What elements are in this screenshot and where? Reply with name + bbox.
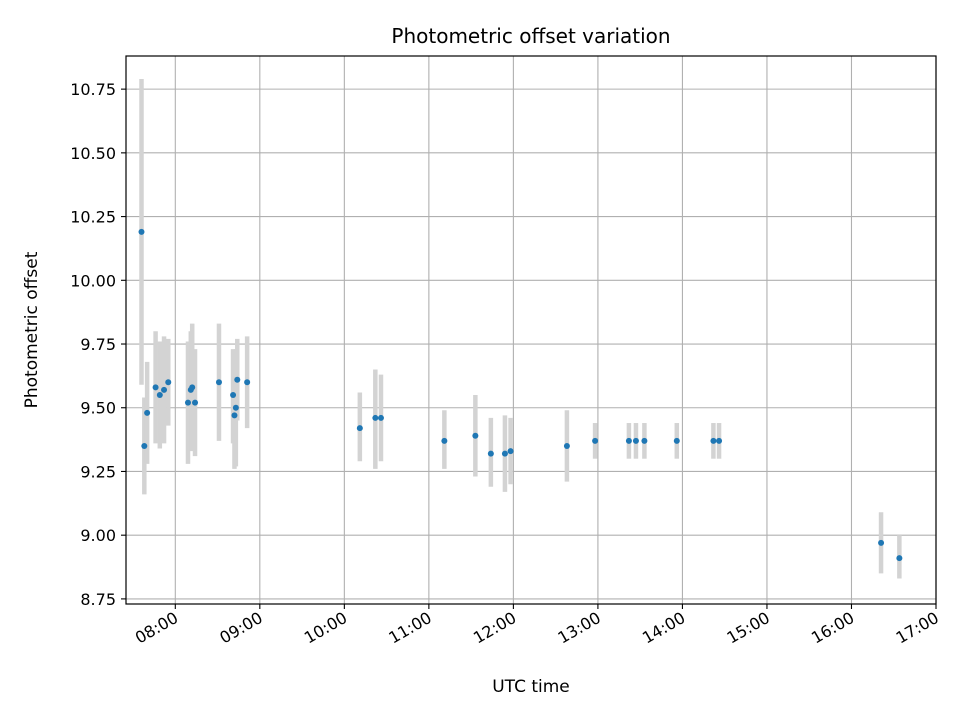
data-point xyxy=(244,379,251,386)
data-point xyxy=(161,386,168,393)
data-point xyxy=(632,437,639,444)
data-point xyxy=(152,384,159,391)
data-point xyxy=(487,450,494,457)
x-axis-label: UTC time xyxy=(492,677,570,697)
data-point xyxy=(189,384,196,391)
data-point xyxy=(165,379,172,386)
y-axis-label: Photometric offset xyxy=(22,251,42,408)
data-point xyxy=(625,437,632,444)
data-point xyxy=(716,437,723,444)
data-point xyxy=(231,412,238,419)
y-tick-label: 8.75 xyxy=(80,590,116,609)
data-point xyxy=(472,432,479,439)
data-point xyxy=(878,539,885,546)
data-point xyxy=(184,399,191,406)
plot-frame xyxy=(125,55,937,605)
y-tick-label: 9.50 xyxy=(80,399,116,418)
y-tick-label: 10.25 xyxy=(70,208,116,227)
data-point xyxy=(563,442,570,449)
data-point xyxy=(441,437,448,444)
data-point xyxy=(232,404,239,411)
data-point xyxy=(230,391,237,398)
y-tick-label: 10.00 xyxy=(70,271,116,290)
data-point xyxy=(356,425,363,432)
y-tick-label: 9.75 xyxy=(80,335,116,354)
data-point xyxy=(673,437,680,444)
data-point xyxy=(192,399,199,406)
data-point xyxy=(372,414,379,421)
data-point xyxy=(710,437,717,444)
chart-title: Photometric offset variation xyxy=(391,24,670,48)
grid-lines xyxy=(126,56,937,604)
data-point xyxy=(641,437,648,444)
data-point xyxy=(896,555,903,562)
y-tick-label: 9.25 xyxy=(80,462,116,481)
data-point xyxy=(507,448,514,455)
y-tick-label: 10.50 xyxy=(70,144,116,163)
data-point xyxy=(234,376,241,383)
data-point xyxy=(141,442,148,449)
data-point xyxy=(501,450,508,457)
data-point xyxy=(592,437,599,444)
y-tick-label: 9.00 xyxy=(80,526,116,545)
y-tick-label: 10.75 xyxy=(70,80,116,99)
data-point xyxy=(156,391,163,398)
data-points xyxy=(138,228,903,562)
data-point xyxy=(144,409,151,416)
data-point xyxy=(377,414,384,421)
data-point xyxy=(138,228,145,235)
data-point xyxy=(215,379,222,386)
